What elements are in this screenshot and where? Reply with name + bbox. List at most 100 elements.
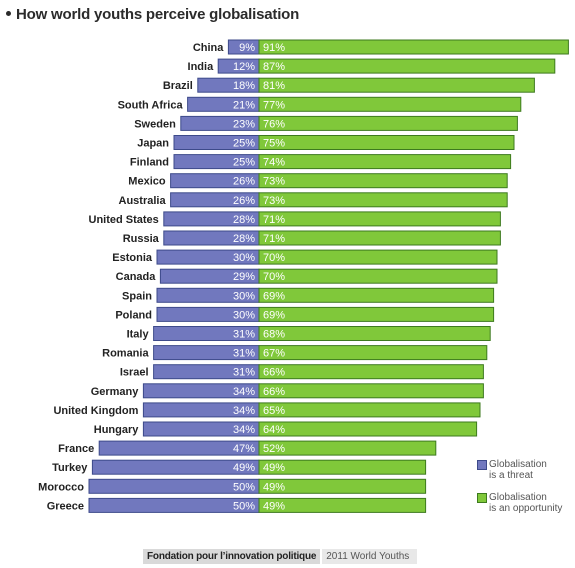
bar-opportunity [258, 115, 518, 131]
bar-opportunity [258, 192, 508, 208]
bar-opportunity [258, 77, 535, 93]
threat-value-label: 34% [233, 386, 255, 398]
category-label: Estonia [112, 252, 153, 264]
threat-value-label: 12% [233, 61, 255, 73]
opportunity-value-label: 81% [263, 80, 285, 92]
category-label: Brazil [163, 80, 193, 92]
opportunity-value-label: 64% [263, 424, 285, 436]
opportunity-value-label: 68% [263, 329, 285, 341]
category-label: Sweden [134, 118, 176, 130]
opportunity-value-label: 49% [263, 462, 285, 474]
bar-opportunity [258, 306, 495, 322]
category-label: Turkey [52, 462, 88, 474]
threat-value-label: 29% [233, 271, 255, 283]
threat-value-label: 21% [233, 99, 255, 111]
legend-threat-swatch [477, 460, 487, 470]
bar-opportunity [258, 345, 488, 361]
bar-opportunity [258, 96, 522, 112]
opportunity-value-label: 71% [263, 214, 285, 226]
opportunity-value-label: 66% [263, 367, 285, 379]
category-label: Israel [120, 367, 149, 379]
opportunity-value-label: 69% [263, 290, 285, 302]
bar-opportunity [258, 383, 484, 399]
category-label: Romania [102, 348, 149, 360]
opportunity-value-label: 91% [263, 42, 285, 54]
legend-threat: Globalisation is a threat [477, 459, 575, 481]
footer-divider [320, 549, 323, 564]
bar-opportunity [258, 440, 437, 456]
bar-opportunity [258, 230, 501, 246]
threat-value-label: 9% [239, 42, 255, 54]
bar-opportunity [258, 268, 498, 284]
opportunity-value-label: 74% [263, 157, 285, 169]
category-label: Australia [119, 195, 167, 207]
opportunity-value-label: 65% [263, 405, 285, 417]
category-label: South Africa [118, 99, 184, 111]
category-label: Greece [47, 500, 84, 512]
threat-value-label: 25% [233, 157, 255, 169]
category-label: Russia [123, 233, 160, 245]
opportunity-value-label: 69% [263, 309, 285, 321]
opportunity-value-label: 77% [263, 99, 285, 111]
footer-survey-name: 2011 World Youths [322, 549, 418, 564]
bullet-icon [6, 10, 11, 16]
threat-value-label: 30% [233, 252, 255, 264]
threat-value-label: 18% [233, 80, 255, 92]
category-label: Finland [130, 157, 169, 169]
bar-opportunity [258, 402, 481, 418]
footer-source-name: Fondation pour l’innovation politique [143, 549, 321, 564]
category-label: Japan [137, 138, 169, 150]
threat-value-label: 30% [233, 290, 255, 302]
bar-opportunity [258, 497, 427, 513]
category-label: Mexico [128, 176, 166, 188]
opportunity-value-label: 87% [263, 61, 285, 73]
category-label: Spain [122, 290, 152, 302]
opportunity-value-label: 73% [263, 176, 285, 188]
opportunity-value-label: 49% [263, 500, 285, 512]
threat-value-label: 49% [233, 462, 255, 474]
legend-opportunity: Globalisation is an opportunity [477, 492, 575, 514]
opportunity-value-label: 52% [263, 443, 285, 455]
opportunity-value-label: 71% [263, 233, 285, 245]
threat-value-label: 25% [233, 138, 255, 150]
chart-title: How world youths perceive globalisation [6, 6, 299, 23]
threat-value-label: 34% [233, 405, 255, 417]
category-label: China [193, 42, 224, 54]
threat-value-label: 23% [233, 118, 255, 130]
threat-value-label: 26% [233, 176, 255, 188]
category-label: Hungary [94, 424, 140, 436]
threat-value-label: 50% [233, 481, 255, 493]
category-label: United Kingdom [53, 405, 138, 417]
threat-value-label: 47% [233, 443, 255, 455]
opportunity-value-label: 66% [263, 386, 285, 398]
category-label: United States [89, 214, 159, 226]
legend-opportunity-label: Globalisation is an opportunity [489, 492, 575, 514]
chart-title-text: How world youths perceive globalisation [16, 6, 300, 23]
threat-value-label: 34% [233, 424, 255, 436]
opportunity-value-label: 76% [263, 118, 285, 130]
category-label: Italy [127, 329, 150, 341]
threat-value-label: 30% [233, 309, 255, 321]
bar-opportunity [258, 421, 478, 437]
bar-opportunity [258, 135, 515, 150]
category-label: Canada [116, 271, 157, 283]
category-label: Germany [91, 386, 140, 398]
bar-opportunity [258, 459, 427, 475]
bar-opportunity [258, 173, 508, 189]
threat-value-label: 31% [233, 367, 255, 379]
threat-value-label: 26% [233, 195, 255, 207]
category-label: Poland [115, 309, 152, 321]
bar-opportunity [258, 211, 501, 227]
bar-opportunity [258, 39, 569, 55]
threat-value-label: 50% [233, 500, 255, 512]
opportunity-value-label: 70% [263, 271, 285, 283]
bar-opportunity [258, 154, 512, 170]
bar-opportunity [258, 287, 495, 303]
opportunity-value-label: 67% [263, 348, 285, 360]
threat-value-label: 31% [233, 329, 255, 341]
opportunity-value-label: 73% [263, 195, 285, 207]
opportunity-value-label: 70% [263, 252, 285, 264]
category-label: France [58, 443, 94, 455]
bar-opportunity [258, 364, 484, 380]
category-label: India [188, 61, 215, 73]
